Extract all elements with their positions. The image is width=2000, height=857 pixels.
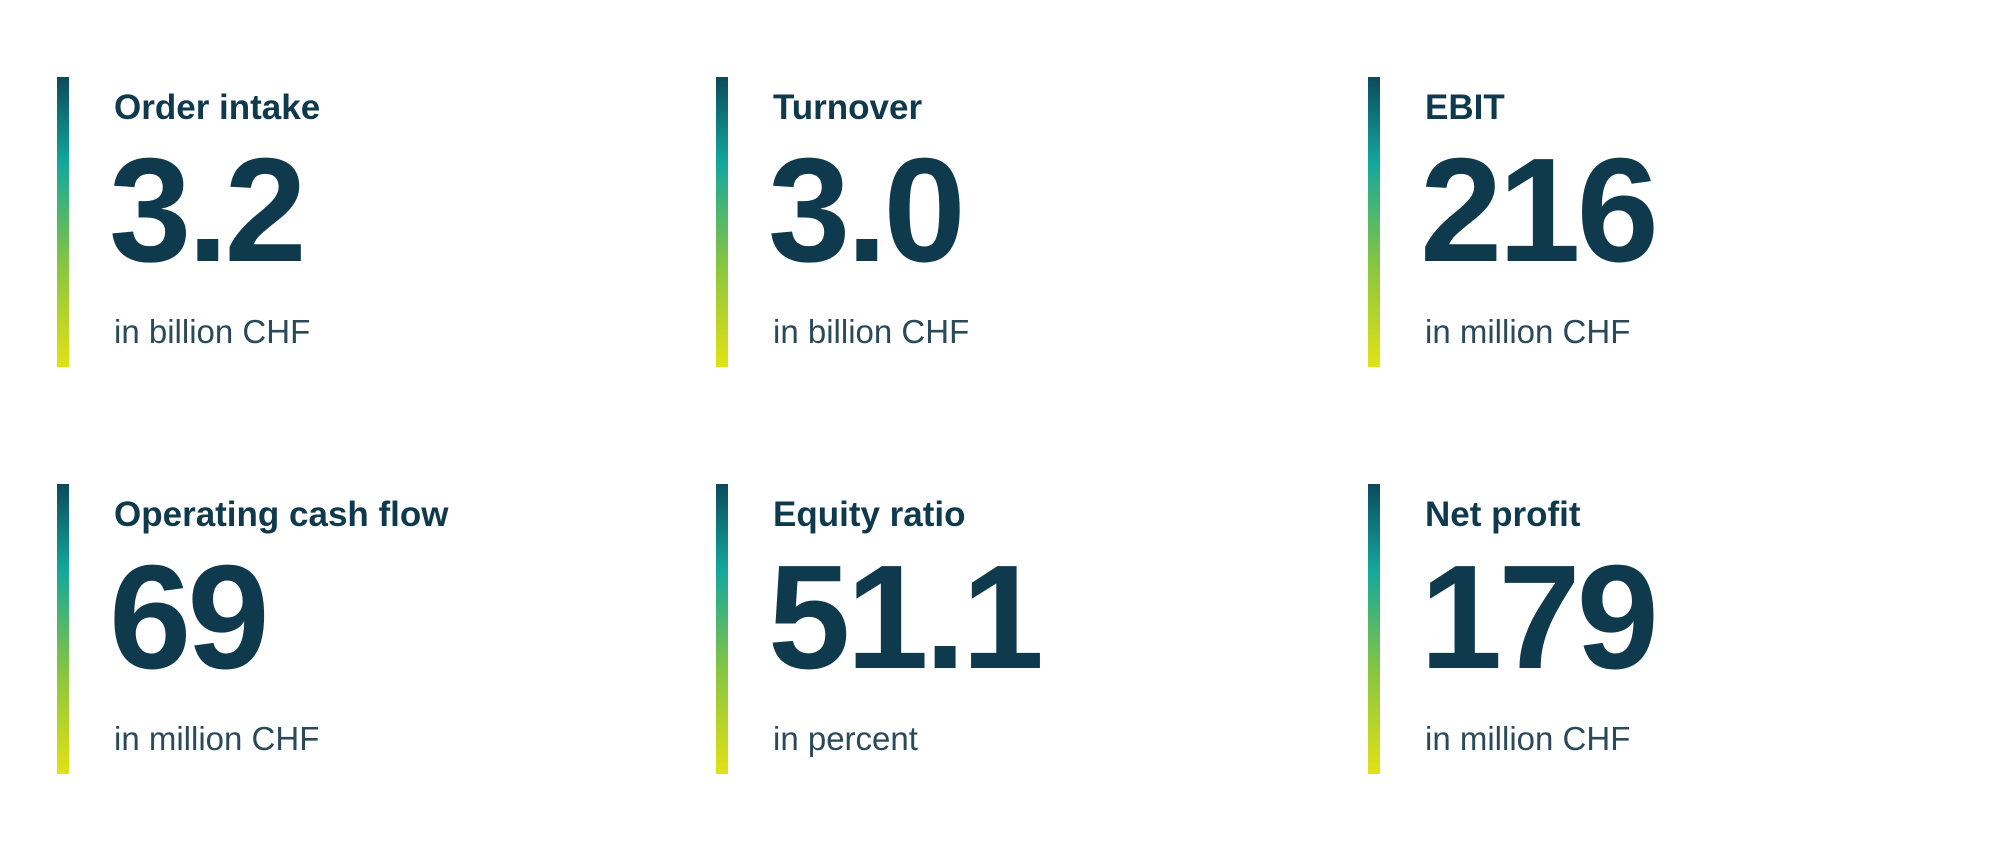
kpi-value: 216 [1420, 128, 1659, 293]
kpi-unit: in billion CHF [114, 313, 311, 350]
kpi-unit: in billion CHF [773, 313, 970, 350]
kpi-value: 179 [1420, 535, 1659, 700]
kpi-label: Equity ratio [773, 495, 966, 534]
gradient-accent-bar [57, 484, 69, 774]
kpi-order-intake: Order intake 3.2 in billion CHF [57, 77, 617, 367]
gradient-accent-bar [1368, 484, 1380, 774]
kpi-equity-ratio: Equity ratio 51.1 in percent [716, 484, 1276, 774]
kpi-unit: in million CHF [114, 720, 320, 757]
kpi-ebit: EBIT 216 in million CHF [1368, 77, 1928, 367]
kpi-label: Net profit [1425, 495, 1581, 534]
kpi-label: Order intake [114, 88, 321, 127]
kpi-label: Turnover [773, 88, 923, 127]
gradient-accent-bar [716, 77, 728, 367]
kpi-turnover: Turnover 3.0 in billion CHF [716, 77, 1276, 367]
kpi-value: 69 [109, 535, 270, 700]
gradient-accent-bar [1368, 77, 1380, 367]
kpi-unit: in million CHF [1425, 720, 1631, 757]
kpi-value: 51.1 [768, 535, 1044, 700]
kpi-unit: in million CHF [1425, 313, 1631, 350]
gradient-accent-bar [57, 77, 69, 367]
kpi-net-profit: Net profit 179 in million CHF [1368, 484, 1928, 774]
kpi-unit: in percent [773, 720, 918, 757]
kpi-label: Operating cash flow [114, 495, 449, 534]
kpi-value: 3.0 [768, 128, 966, 293]
kpi-label: EBIT [1425, 88, 1505, 127]
gradient-accent-bar [716, 484, 728, 774]
kpi-value: 3.2 [109, 128, 307, 293]
kpi-operating-cash-flow: Operating cash flow 69 in million CHF [57, 484, 617, 774]
